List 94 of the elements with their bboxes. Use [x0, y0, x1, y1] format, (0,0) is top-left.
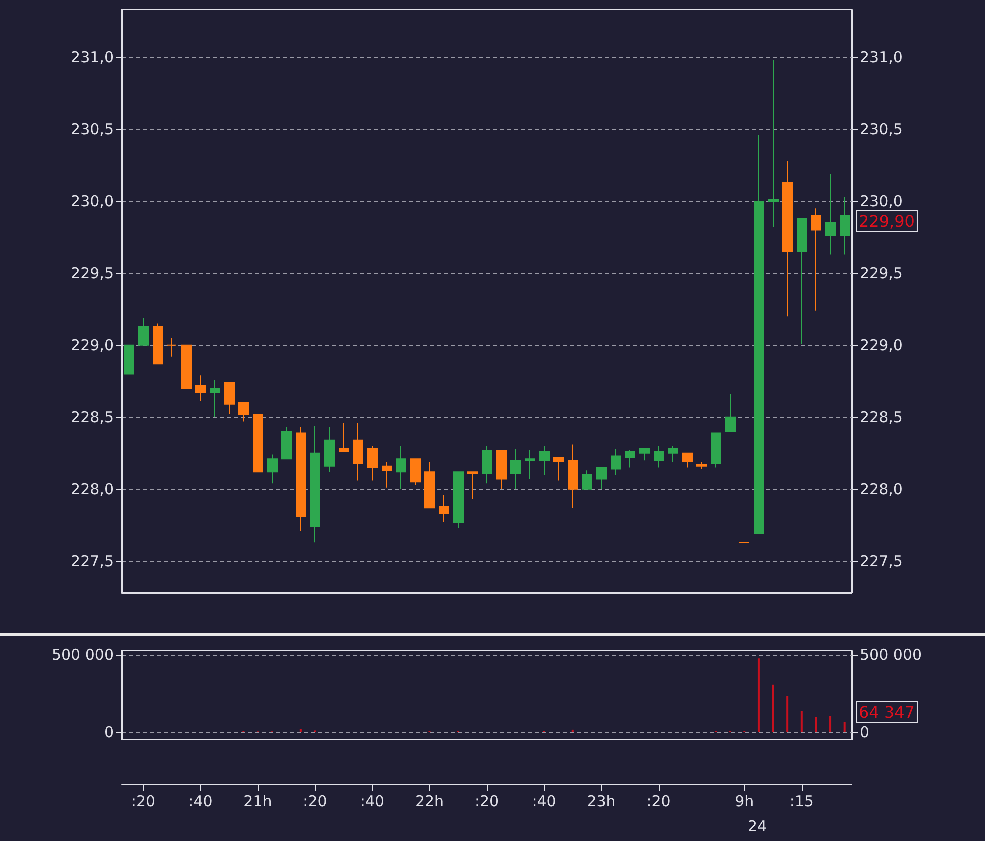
candlestick [625, 450, 635, 468]
candlestick [382, 462, 392, 488]
candlestick [654, 446, 664, 468]
x-tick-label: :40 [532, 792, 556, 810]
candlestick [782, 160, 793, 318]
x-tick-label: :20 [303, 792, 328, 810]
y-tick-label: 230,5 [71, 120, 114, 138]
candlestick [138, 318, 149, 346]
y-tick-label: 0 [104, 723, 114, 742]
text: 24 [748, 818, 768, 836]
y2-tick-label: 227,5 [860, 552, 903, 570]
y2-tick-label: 229,0 [860, 336, 903, 354]
candlestick [811, 208, 821, 312]
bar [758, 658, 760, 732]
x-tick-label: 21h [244, 792, 272, 810]
candlestick [281, 426, 292, 460]
candlestick [339, 422, 349, 452]
bar [300, 729, 302, 732]
candlestick [253, 414, 263, 473]
bar [815, 717, 818, 732]
y-tick-label: 228,5 [71, 408, 114, 426]
candlestick [553, 457, 564, 482]
candlestick [525, 450, 535, 480]
candlestick [153, 323, 163, 365]
candlestick [825, 174, 836, 256]
bar [772, 684, 774, 732]
candlestick [696, 462, 707, 470]
candlestick [453, 472, 464, 529]
candlestick [439, 494, 449, 523]
candlestick [367, 446, 378, 482]
candlestick [682, 452, 693, 468]
x-tick-label: :20 [646, 792, 671, 810]
text: 64 347 [859, 702, 915, 722]
candlestick [539, 446, 550, 476]
candlestick [510, 448, 521, 490]
candlestick [840, 196, 850, 256]
candlestick [310, 426, 320, 544]
y-tick-label: 227,5 [71, 552, 114, 570]
y-tick-label: 500 000 [52, 646, 114, 664]
candlestick [768, 60, 779, 228]
y2-tick-label: 230,0 [860, 192, 903, 210]
candlestick [424, 462, 435, 509]
bar [572, 730, 574, 732]
y2-tick-label: 228,0 [860, 480, 903, 498]
candlestick [639, 448, 650, 462]
candlestick [267, 454, 278, 484]
candlestick [582, 470, 592, 490]
bar [786, 696, 789, 732]
y-tick-label: 228,0 [71, 480, 114, 498]
x-tick-label: 22h [415, 792, 444, 810]
candlestick [167, 338, 177, 358]
x-tick-label: :20 [474, 792, 500, 810]
x-tick-label: :40 [188, 792, 213, 810]
candlestick [224, 382, 235, 415]
candlestick [181, 344, 192, 390]
candlestick [596, 467, 607, 490]
y-tick-label: 229,5 [71, 264, 114, 282]
candlestick [296, 426, 306, 532]
candlestick [482, 446, 492, 484]
candlestick [195, 375, 206, 402]
candlestick [124, 344, 134, 375]
y2-tick-label: 229,5 [860, 264, 903, 282]
candlestick [324, 426, 335, 473]
bar [800, 711, 803, 732]
y2-tick-label: 0 [860, 723, 870, 742]
y2-tick-label: 500 000 [860, 646, 922, 664]
x-tick-label: :20 [131, 792, 156, 810]
x-tick-label: 23h [587, 792, 616, 810]
candlestick [711, 432, 721, 468]
bar [844, 722, 846, 732]
y2-tick-label: 230,5 [860, 120, 903, 138]
candlestick [353, 422, 363, 482]
candlestick [568, 444, 578, 509]
candlestick [238, 402, 249, 422]
text: 229,90 [859, 212, 915, 231]
bar [830, 716, 832, 732]
candlestick [611, 448, 621, 476]
candlestick [410, 458, 421, 486]
candlestick [725, 394, 736, 432]
candlestick [668, 446, 678, 463]
y2-tick-label: 231,0 [860, 48, 903, 67]
candlestick [797, 218, 807, 344]
y-tick-label: 230,0 [71, 192, 114, 210]
x-tick-label: :40 [360, 792, 385, 810]
y-tick-label: 229,0 [71, 336, 114, 354]
candlestick [754, 134, 764, 534]
y-tick-label: 231,0 [71, 48, 114, 67]
candlestick [396, 446, 406, 490]
x-tick-label: 9h [735, 792, 754, 810]
x-tick-label: :15 [790, 792, 814, 810]
y2-tick-label: 228,5 [860, 408, 903, 426]
candlestick [496, 450, 507, 490]
candlestick [210, 379, 220, 418]
candlestick [467, 472, 478, 500]
